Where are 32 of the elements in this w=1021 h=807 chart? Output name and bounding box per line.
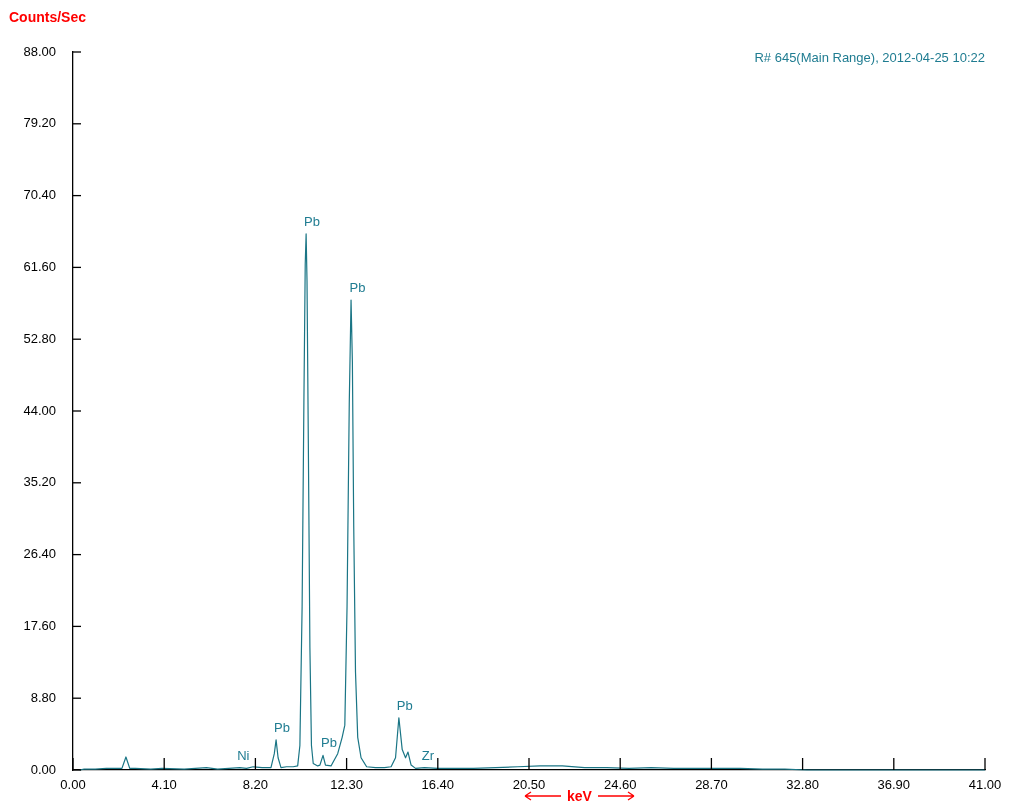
x-axis-title: keV <box>567 788 592 804</box>
x-tick-label: 16.40 <box>421 777 455 793</box>
x-tick-label: 20.50 <box>512 777 546 793</box>
y-axis-title: Counts/Sec <box>9 9 87 25</box>
x-tick-label: 0.00 <box>60 777 86 793</box>
annotation: Ni <box>237 747 250 763</box>
x-tick-label: 8.20 <box>242 777 269 793</box>
y-tick-label: 8.80 <box>30 689 56 705</box>
x-tick-label: 24.60 <box>603 777 637 793</box>
annotation: Zr <box>421 747 435 763</box>
y-tick-label: 0.00 <box>30 761 56 777</box>
annotation: Pb <box>321 735 337 751</box>
x-tick-label: 41.00 <box>968 777 1002 793</box>
x-tick-label: 4.10 <box>151 777 177 793</box>
x-tick-label: 12.30 <box>330 777 363 793</box>
y-tick-label: 61.60 <box>23 258 56 274</box>
y-tick-label: 44.00 <box>23 402 56 418</box>
y-tick-label: 52.80 <box>23 330 56 346</box>
x-tick-label: 28.70 <box>695 777 728 793</box>
y-tick-label: 79.20 <box>23 115 56 131</box>
annotation: R# 645(Main Range), 2012-04-25 10:22 <box>754 50 985 65</box>
y-tick-label: 88.00 <box>23 43 56 59</box>
annotation: Pb <box>274 719 290 735</box>
y-tick-label: 35.20 <box>23 474 56 490</box>
annotation: Pb <box>396 697 413 713</box>
y-tick-label: 70.40 <box>23 187 56 203</box>
annotation: Pb <box>349 280 366 296</box>
y-tick-label: 26.40 <box>23 546 56 562</box>
x-tick-label: 32.80 <box>786 777 819 793</box>
x-tick-label: 36.90 <box>877 777 911 793</box>
y-tick-label: 17.60 <box>23 617 56 633</box>
annotation: Pb <box>304 213 321 229</box>
